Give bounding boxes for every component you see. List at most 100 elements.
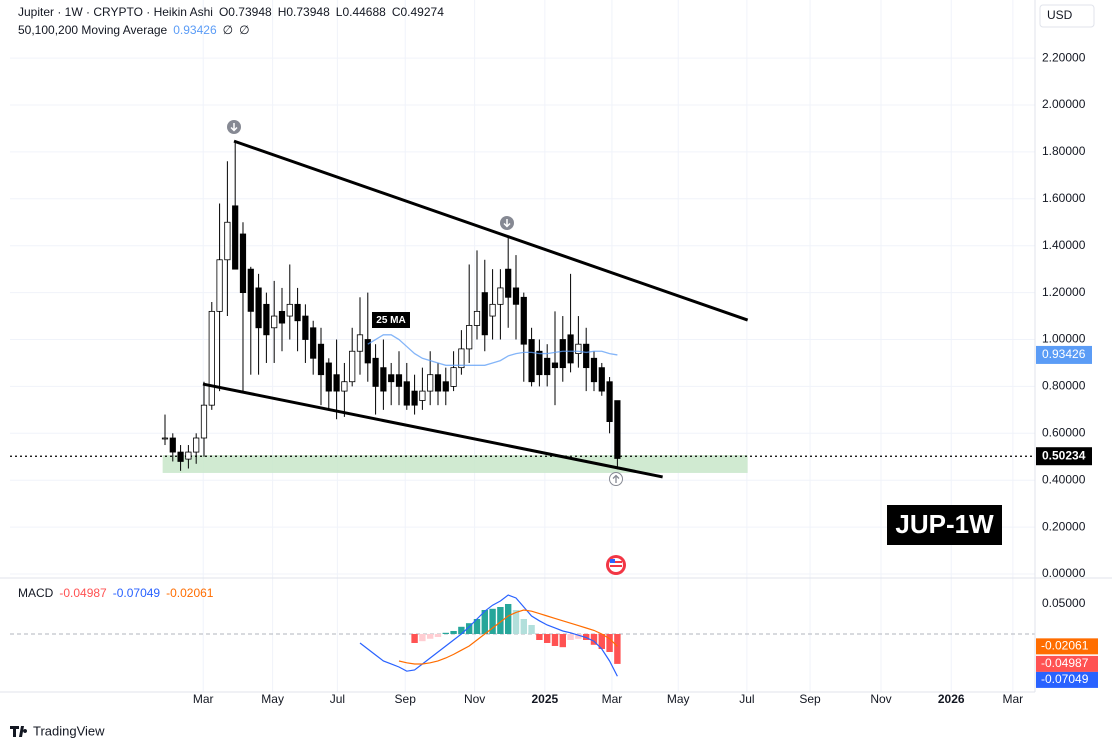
ohlc-value: 0.44688: [342, 5, 386, 19]
symbol-badge: JUP-1W: [895, 509, 994, 539]
ma-price-box: [1036, 345, 1092, 364]
y-tick-label: 1.20000: [1042, 285, 1086, 299]
symbol-badge-box: [887, 505, 1002, 545]
brand-logo[interactable]: [10, 726, 28, 737]
annotation-box: [372, 312, 410, 328]
candle-body: [161, 437, 169, 440]
x-tick-label: Sep: [799, 692, 821, 706]
macd-value-label: -0.07049: [1041, 672, 1089, 686]
candle-body: [434, 374, 442, 392]
candle-body: [551, 362, 559, 369]
trendline: [202, 382, 663, 479]
x-tick-label: Sep: [395, 692, 417, 706]
candle-body: [232, 205, 239, 270]
candle-body: [395, 374, 403, 387]
macd-histogram-bar: [520, 618, 527, 634]
candle-body: [466, 325, 473, 350]
plot: [10, 139, 1035, 677]
y-tick-label: 0.20000: [1042, 519, 1086, 533]
macd-histogram-bar: [575, 633, 582, 639]
macd-histogram-bar: [419, 633, 426, 642]
currency[interactable]: USD: [1047, 8, 1073, 22]
macd-histogram-bar: [512, 609, 520, 634]
macd-histogram-bar: [614, 633, 621, 664]
candle-body: [271, 315, 278, 329]
ma-name: 50,100,200 Moving Average: [18, 23, 168, 37]
ohlc-label: O: [219, 5, 228, 19]
ma-value: 0.93426: [173, 23, 217, 37]
candle-body: [598, 367, 605, 392]
candle-body: [403, 381, 410, 406]
x-tick-label: Nov: [870, 692, 891, 706]
y-tick-label: 2.00000: [1042, 97, 1086, 111]
ma-price-label: 0.93426: [1042, 347, 1086, 361]
macd-histogram-bar: [497, 606, 504, 634]
candle-body: [520, 296, 527, 345]
candle-body: [239, 233, 247, 294]
x-tick-label: Nov: [464, 692, 485, 706]
event-marker[interactable]: [227, 120, 241, 134]
candle-body: [208, 310, 215, 406]
candle-body: [255, 287, 262, 329]
x-tick-label: 2025: [531, 692, 558, 706]
symbol-title: Jupiter · 1W · CRYPTO · Heikin Ashi: [18, 5, 213, 19]
macd-value: -0.02061: [166, 586, 214, 600]
event-marker[interactable]: [500, 216, 514, 230]
signal-line: [398, 609, 618, 665]
macd-histogram-bar: [504, 603, 512, 634]
candle-body: [544, 357, 551, 376]
candle-body: [388, 374, 395, 383]
brand[interactable]: TradingView: [33, 723, 105, 738]
macd-histogram-bar: [465, 623, 473, 634]
macd-histogram-bar: [411, 633, 418, 643]
macd-histogram-bar: [543, 633, 551, 643]
macd-value-box: [1036, 655, 1098, 672]
macd-name: MACD: [18, 586, 54, 600]
currency-box[interactable]: [1039, 4, 1095, 28]
ma-param: ∅: [223, 23, 233, 37]
candle-body: [528, 339, 535, 383]
candle-body: [411, 390, 418, 406]
ohlc-value: 0.73948: [228, 5, 272, 19]
axes: 0.00000 0.20000 0.40000 0.60000 0.80000 1.000…: [193, 50, 1098, 706]
macd-value-label: -0.02061: [1041, 639, 1089, 653]
ohlc-label: H: [278, 5, 287, 19]
candle-body: [380, 367, 387, 392]
candle-body: [333, 374, 340, 392]
x-tick-label: Mar: [602, 692, 623, 706]
candle-body: [427, 374, 434, 392]
macd-value-box: [1036, 638, 1098, 655]
moving-average: [367, 334, 618, 366]
candle-body: [247, 268, 254, 312]
ohlc-value: 0.73948: [286, 5, 330, 19]
macd-value-box: [1036, 671, 1098, 688]
macd-histogram-bar: [481, 609, 488, 634]
candle-body: [497, 287, 504, 305]
candle-body: [278, 310, 286, 324]
ohlc-label: C: [392, 5, 401, 19]
ma-legend: 50,100,200 Moving Average 0.93426 ∅ ∅: [18, 23, 250, 37]
event-marker[interactable]: [609, 472, 623, 486]
y-tick-label: 0.05000: [1042, 596, 1086, 610]
ma-param: ∅: [239, 23, 249, 37]
macd-histogram-bar: [489, 608, 496, 634]
macd-legend: MACD -0.04987 -0.07049 -0.02061: [18, 586, 214, 600]
x-tick-label: Mar: [1003, 692, 1024, 706]
candle-body: [372, 357, 379, 387]
flag-icon[interactable]: [606, 555, 626, 575]
x-tick-label: Mar: [193, 692, 214, 706]
macd-histogram-bar: [551, 633, 559, 646]
macd-histogram-bar: [450, 630, 457, 634]
macd-histogram-bar: [434, 633, 442, 637]
candle-body: [575, 343, 582, 354]
candle-body: [177, 451, 184, 462]
macd-histogram-bar: [590, 633, 598, 645]
y-tick-label: 0.80000: [1042, 379, 1086, 393]
y-tick-label: 1.00000: [1042, 332, 1086, 346]
macd-histogram-bar: [458, 626, 465, 634]
candle-body: [185, 451, 192, 460]
macd-histogram-bar: [473, 618, 481, 634]
y-tick-label: 1.60000: [1042, 191, 1086, 205]
